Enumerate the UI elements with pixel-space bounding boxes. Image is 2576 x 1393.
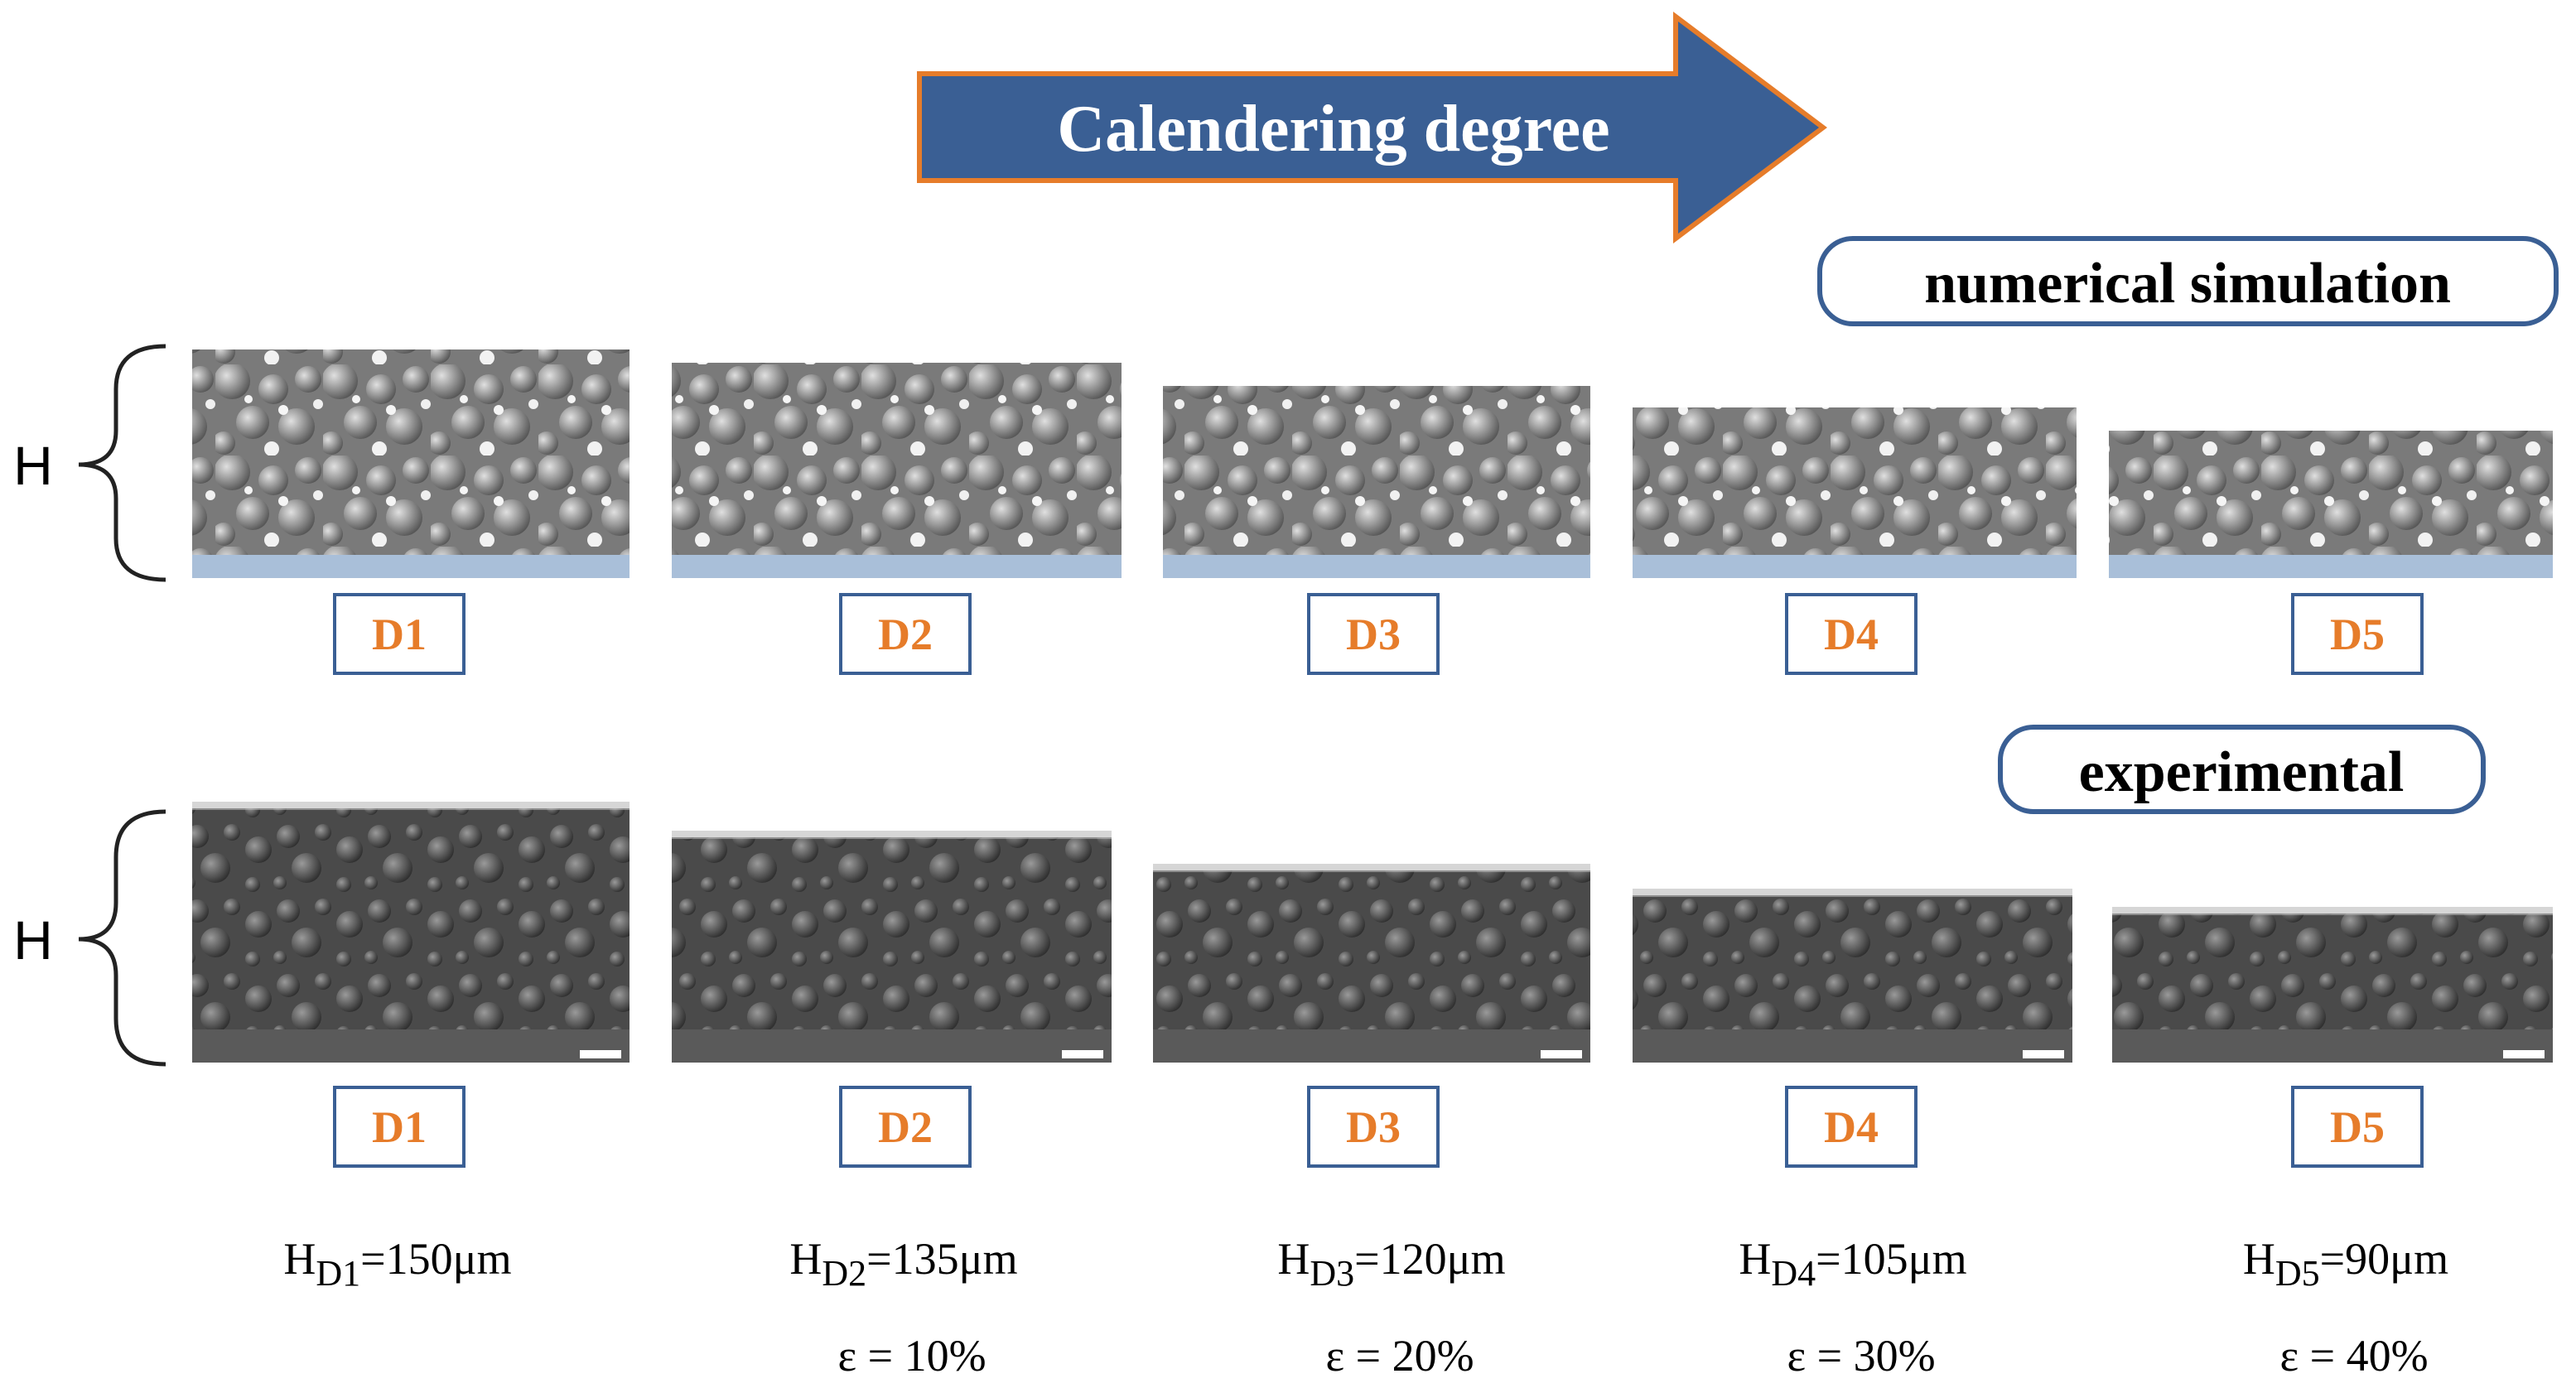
strain-label: ε = 30%: [1787, 1331, 1935, 1381]
current-collector: [2109, 555, 2553, 578]
simulation-image: [672, 363, 1122, 555]
scale-bar: [2503, 1050, 2545, 1058]
label-box: [1307, 1086, 1440, 1168]
sem-top-edge: [1633, 889, 2072, 897]
label-box: [839, 593, 972, 675]
section-box: [1998, 725, 2486, 814]
panel-label: D1: [372, 610, 427, 659]
section-label: experimental: [2079, 740, 2405, 804]
panel-label: D5: [2330, 1102, 2385, 1152]
simulation-image: [192, 349, 630, 555]
height-label: HD2=135μm: [789, 1234, 1017, 1294]
panel-label: D4: [1824, 1102, 1879, 1152]
current-collector: [1163, 555, 1590, 578]
brace: [78, 809, 166, 1067]
current-collector: [1633, 1029, 2072, 1063]
current-collector: [672, 1029, 1112, 1063]
label-box: [333, 1086, 466, 1168]
arrow: [917, 11, 1827, 244]
label-box: [333, 593, 466, 675]
panel-label: D5: [2330, 610, 2385, 659]
panel-label: D2: [878, 610, 933, 659]
height-symbol: H: [789, 1234, 822, 1284]
height-value: =90μm: [2320, 1234, 2448, 1284]
strain-label: ε = 20%: [1325, 1331, 1474, 1381]
brace: [78, 344, 166, 582]
height-value: =135μm: [866, 1234, 1017, 1284]
height-label: HD1=150μm: [283, 1234, 511, 1294]
sem-top-edge: [1153, 864, 1590, 872]
simulation-image: [2109, 431, 2553, 555]
current-collector: [192, 1029, 630, 1063]
arrow-label: Calendering degree: [1057, 93, 1609, 166]
sem-image: [1153, 870, 1590, 1029]
label-box: [1785, 1086, 1918, 1168]
label-box: [2291, 1086, 2424, 1168]
simulation-image: [1633, 407, 2077, 555]
height-subscript: D4: [1771, 1253, 1816, 1294]
height-value: =120μm: [1354, 1234, 1505, 1284]
label-box: [839, 1086, 972, 1168]
current-collector: [672, 555, 1122, 578]
section-label: numerical simulation: [1924, 252, 2451, 316]
height-symbol: H: [283, 1234, 316, 1284]
scale-bar: [1062, 1050, 1103, 1058]
panel-label: D3: [1346, 610, 1401, 659]
sem-top-edge: [2112, 907, 2553, 915]
sem-top-edge: [672, 831, 1112, 839]
height-subscript: D3: [1310, 1253, 1354, 1294]
label-box: [2291, 593, 2424, 675]
strain-label: ε = 40%: [2279, 1331, 2428, 1381]
panel-label: D3: [1346, 1102, 1401, 1152]
height-subscript: D5: [2275, 1253, 2320, 1294]
height-subscript: D2: [822, 1253, 866, 1294]
sem-image: [672, 837, 1112, 1029]
current-collector: [192, 555, 630, 578]
simulation-image: [1163, 386, 1590, 555]
sem-image: [1633, 895, 2072, 1029]
section-box: [1817, 236, 2559, 326]
label-box: [1307, 593, 1440, 675]
sem-image: [192, 808, 630, 1029]
label-box: [1785, 593, 1918, 675]
height-symbol: H: [1277, 1234, 1310, 1284]
strain-label: ε = 10%: [837, 1331, 986, 1381]
thickness-label: H: [13, 909, 53, 971]
thickness-label: H: [13, 435, 53, 496]
height-value: =150μm: [360, 1234, 511, 1284]
panel-label: D1: [372, 1102, 427, 1152]
panel-label: D4: [1824, 610, 1879, 659]
height-label: HD5=90μm: [2243, 1234, 2448, 1294]
height-value: =105μm: [1816, 1234, 1966, 1284]
height-label: HD4=105μm: [1739, 1234, 1966, 1294]
height-symbol: H: [2243, 1234, 2275, 1284]
current-collector: [2112, 1029, 2553, 1063]
height-symbol: H: [1739, 1234, 1771, 1284]
current-collector: [1633, 555, 2077, 578]
scale-bar: [2023, 1050, 2064, 1058]
panel-label: D2: [878, 1102, 933, 1152]
height-label: HD3=120μm: [1277, 1234, 1505, 1294]
height-subscript: D1: [316, 1253, 360, 1294]
scale-bar: [580, 1050, 621, 1058]
sem-image: [2112, 913, 2553, 1029]
sem-top-edge: [192, 802, 630, 810]
current-collector: [1153, 1029, 1590, 1063]
scale-bar: [1541, 1050, 1582, 1058]
